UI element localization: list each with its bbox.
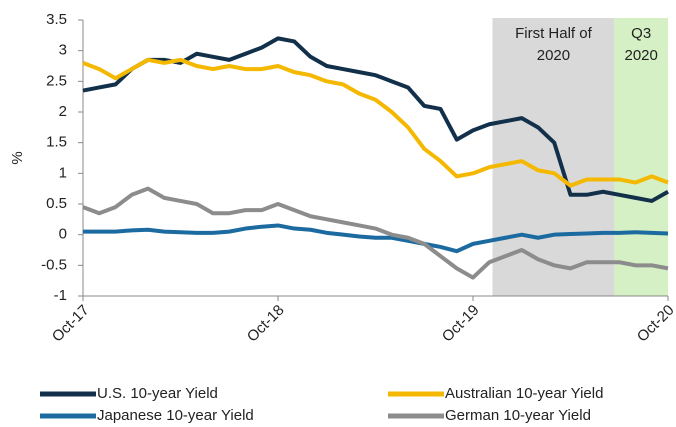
y-tick-label: -0.5 (41, 256, 67, 273)
y-tick-label: 0 (59, 226, 67, 243)
legend-label: Japanese 10-year Yield (97, 407, 254, 424)
series-line (82, 36, 669, 203)
legend-label: U.S. 10-year Yield (97, 385, 218, 402)
y-tick-label: 1.5 (46, 134, 67, 151)
y-tick-label: 2 (59, 103, 67, 120)
x-tick-label: Oct-18 (244, 302, 288, 346)
y-tick-label: 3.5 (46, 11, 67, 28)
x-tick-label: Oct-20 (634, 302, 676, 346)
y-tick-label: 3 (59, 42, 67, 59)
series-line (82, 186, 669, 280)
x-tick-label: Oct-19 (439, 302, 483, 346)
series-line (82, 57, 669, 188)
span-label: Q3 (631, 25, 651, 42)
span-label: 2020 (537, 47, 570, 64)
highlight-span (492, 18, 615, 296)
series-line (83, 223, 669, 254)
highlight-span (614, 18, 668, 296)
legend-label: Australian 10-year Yield (445, 385, 603, 402)
span-label: 2020 (625, 47, 658, 64)
span-label: First Half of (515, 25, 593, 42)
legend-label: German 10-year Yield (445, 407, 591, 424)
y-tick-label: 0.5 (46, 195, 67, 212)
y-axis-label: % (9, 151, 26, 164)
y-tick-label: -1 (54, 287, 67, 304)
y-tick-label: 1 (59, 164, 67, 181)
x-tick-label: Oct-17 (49, 302, 93, 346)
y-tick-label: 2.5 (46, 72, 67, 89)
